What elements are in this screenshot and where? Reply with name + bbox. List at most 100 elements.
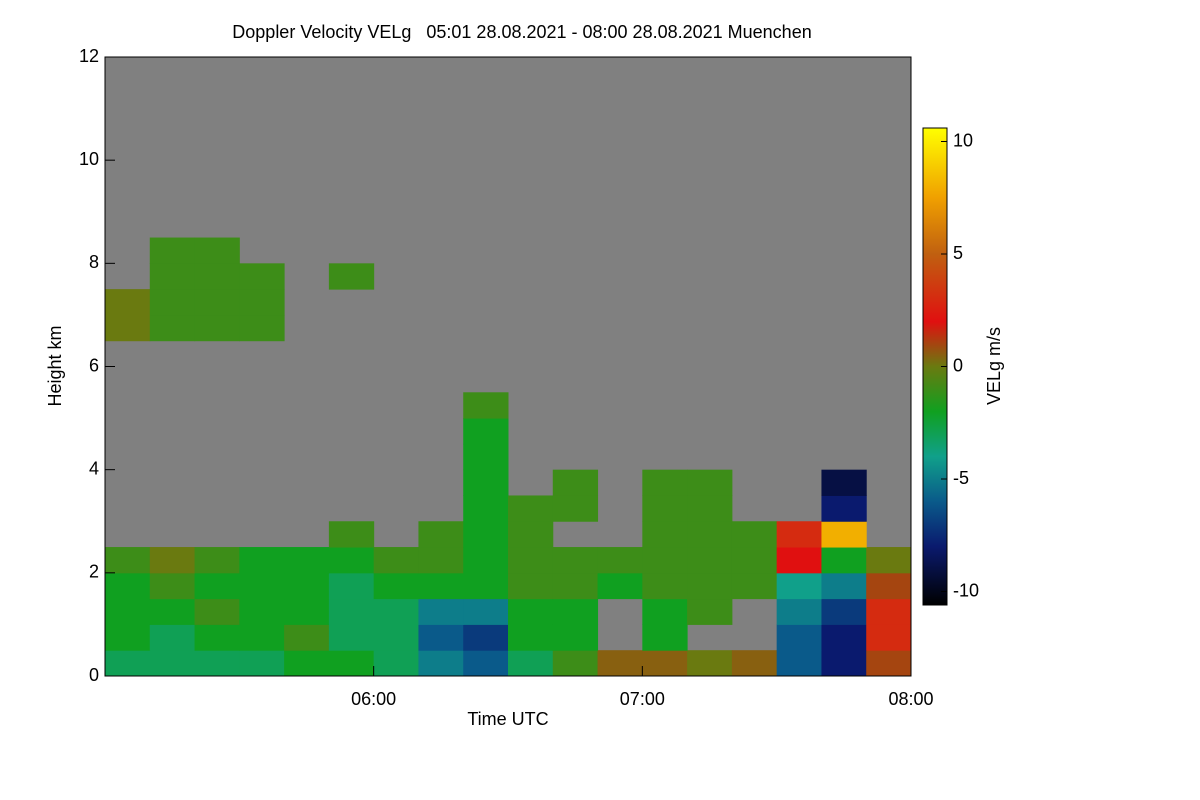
heat-cell (418, 650, 464, 677)
heat-cell (866, 650, 912, 677)
y-axis-label: Height km (45, 325, 65, 406)
heat-cell (194, 572, 240, 600)
heat-cell (328, 521, 375, 548)
heat-cell (194, 263, 240, 290)
heat-cell (418, 521, 464, 548)
heat-cell (149, 598, 196, 625)
heat-cell (463, 392, 509, 419)
heat-cell (328, 547, 375, 574)
heat-cell (284, 572, 330, 600)
heat-cell (418, 598, 464, 625)
heat-cell (552, 495, 599, 522)
colorbar-label: VELg m/s (984, 327, 1004, 405)
heat-cell (418, 624, 464, 651)
heat-cell (821, 547, 867, 574)
heat-cell (239, 650, 285, 677)
heat-cell (105, 624, 151, 651)
heat-cell (194, 650, 240, 677)
heat-cell (821, 521, 867, 548)
heat-cell (105, 650, 151, 677)
heat-cell (642, 547, 688, 574)
y-tick-label: 4 (89, 458, 99, 478)
heat-cell (194, 314, 240, 342)
heat-cell (149, 624, 196, 651)
heat-cell (239, 263, 285, 290)
heat-cell (328, 263, 375, 290)
heat-cell (687, 469, 733, 496)
heat-cell (687, 521, 733, 548)
heat-cell (373, 572, 419, 600)
heat-cell (776, 650, 822, 677)
x-tick-label: 07:00 (620, 689, 665, 709)
heat-cell (284, 547, 330, 574)
heat-cell (821, 598, 867, 625)
heat-cell (194, 237, 240, 264)
heat-cell (821, 495, 867, 522)
heat-cell (508, 650, 554, 677)
heat-cell (776, 521, 822, 548)
colorbar-tick-label: 0 (953, 355, 963, 375)
heat-cell (239, 547, 285, 574)
heat-cell (821, 572, 867, 600)
heat-cell (687, 650, 733, 677)
heat-cell (552, 572, 599, 600)
y-tick-label: 2 (89, 562, 99, 582)
heat-cell (284, 624, 330, 651)
heat-cell (105, 314, 151, 342)
heat-cell (687, 547, 733, 574)
heat-cell (284, 650, 330, 677)
heat-cell (552, 547, 599, 574)
heat-cell (821, 650, 867, 677)
heat-cell (642, 650, 688, 677)
heat-cell (776, 572, 822, 600)
y-tick-label: 6 (89, 355, 99, 375)
y-tick-label: 8 (89, 252, 99, 272)
heat-cell (642, 598, 688, 625)
heat-cell (731, 521, 778, 548)
chart-title: Doppler Velocity VELg 05:01 28.08.2021 -… (232, 22, 811, 42)
heat-cell (194, 289, 240, 316)
heat-cell (239, 289, 285, 316)
heat-cell (642, 469, 688, 496)
heat-cell (597, 572, 643, 600)
y-tick-label: 0 (89, 665, 99, 685)
heat-cell (597, 547, 643, 574)
heat-cell (463, 547, 509, 574)
heat-cell (642, 521, 688, 548)
heat-cell (149, 263, 196, 290)
heat-cell (463, 650, 509, 677)
heat-cell (418, 547, 464, 574)
colorbar-tick-label: 10 (953, 130, 973, 150)
heat-cell (105, 572, 151, 600)
heat-cell (642, 572, 688, 600)
heat-cell (687, 495, 733, 522)
heat-cell (821, 469, 867, 496)
heat-cell (731, 650, 778, 677)
y-tick-label: 10 (79, 149, 99, 169)
heat-cell (508, 521, 554, 548)
heat-cell (463, 443, 509, 471)
x-axis-label: Time UTC (467, 709, 548, 729)
heat-cell (552, 650, 599, 677)
heat-cell (194, 624, 240, 651)
heat-cell (149, 547, 196, 574)
colorbar-tick-label: -5 (953, 468, 969, 488)
heat-cell (776, 624, 822, 651)
heat-cell (642, 624, 688, 651)
heat-cell (821, 624, 867, 651)
heat-cell (239, 598, 285, 625)
heat-cell (463, 624, 509, 651)
heat-cell (373, 624, 419, 651)
heat-cell (866, 624, 912, 651)
colorbar-tick-label: 5 (953, 243, 963, 263)
heat-cell (552, 598, 599, 625)
heat-cell (597, 650, 643, 677)
heat-cell (508, 547, 554, 574)
heat-cell (418, 572, 464, 600)
heat-cell (463, 521, 509, 548)
heat-cell (328, 572, 375, 600)
heat-cell (642, 495, 688, 522)
heat-cell (552, 624, 599, 651)
heat-cell (866, 547, 912, 574)
